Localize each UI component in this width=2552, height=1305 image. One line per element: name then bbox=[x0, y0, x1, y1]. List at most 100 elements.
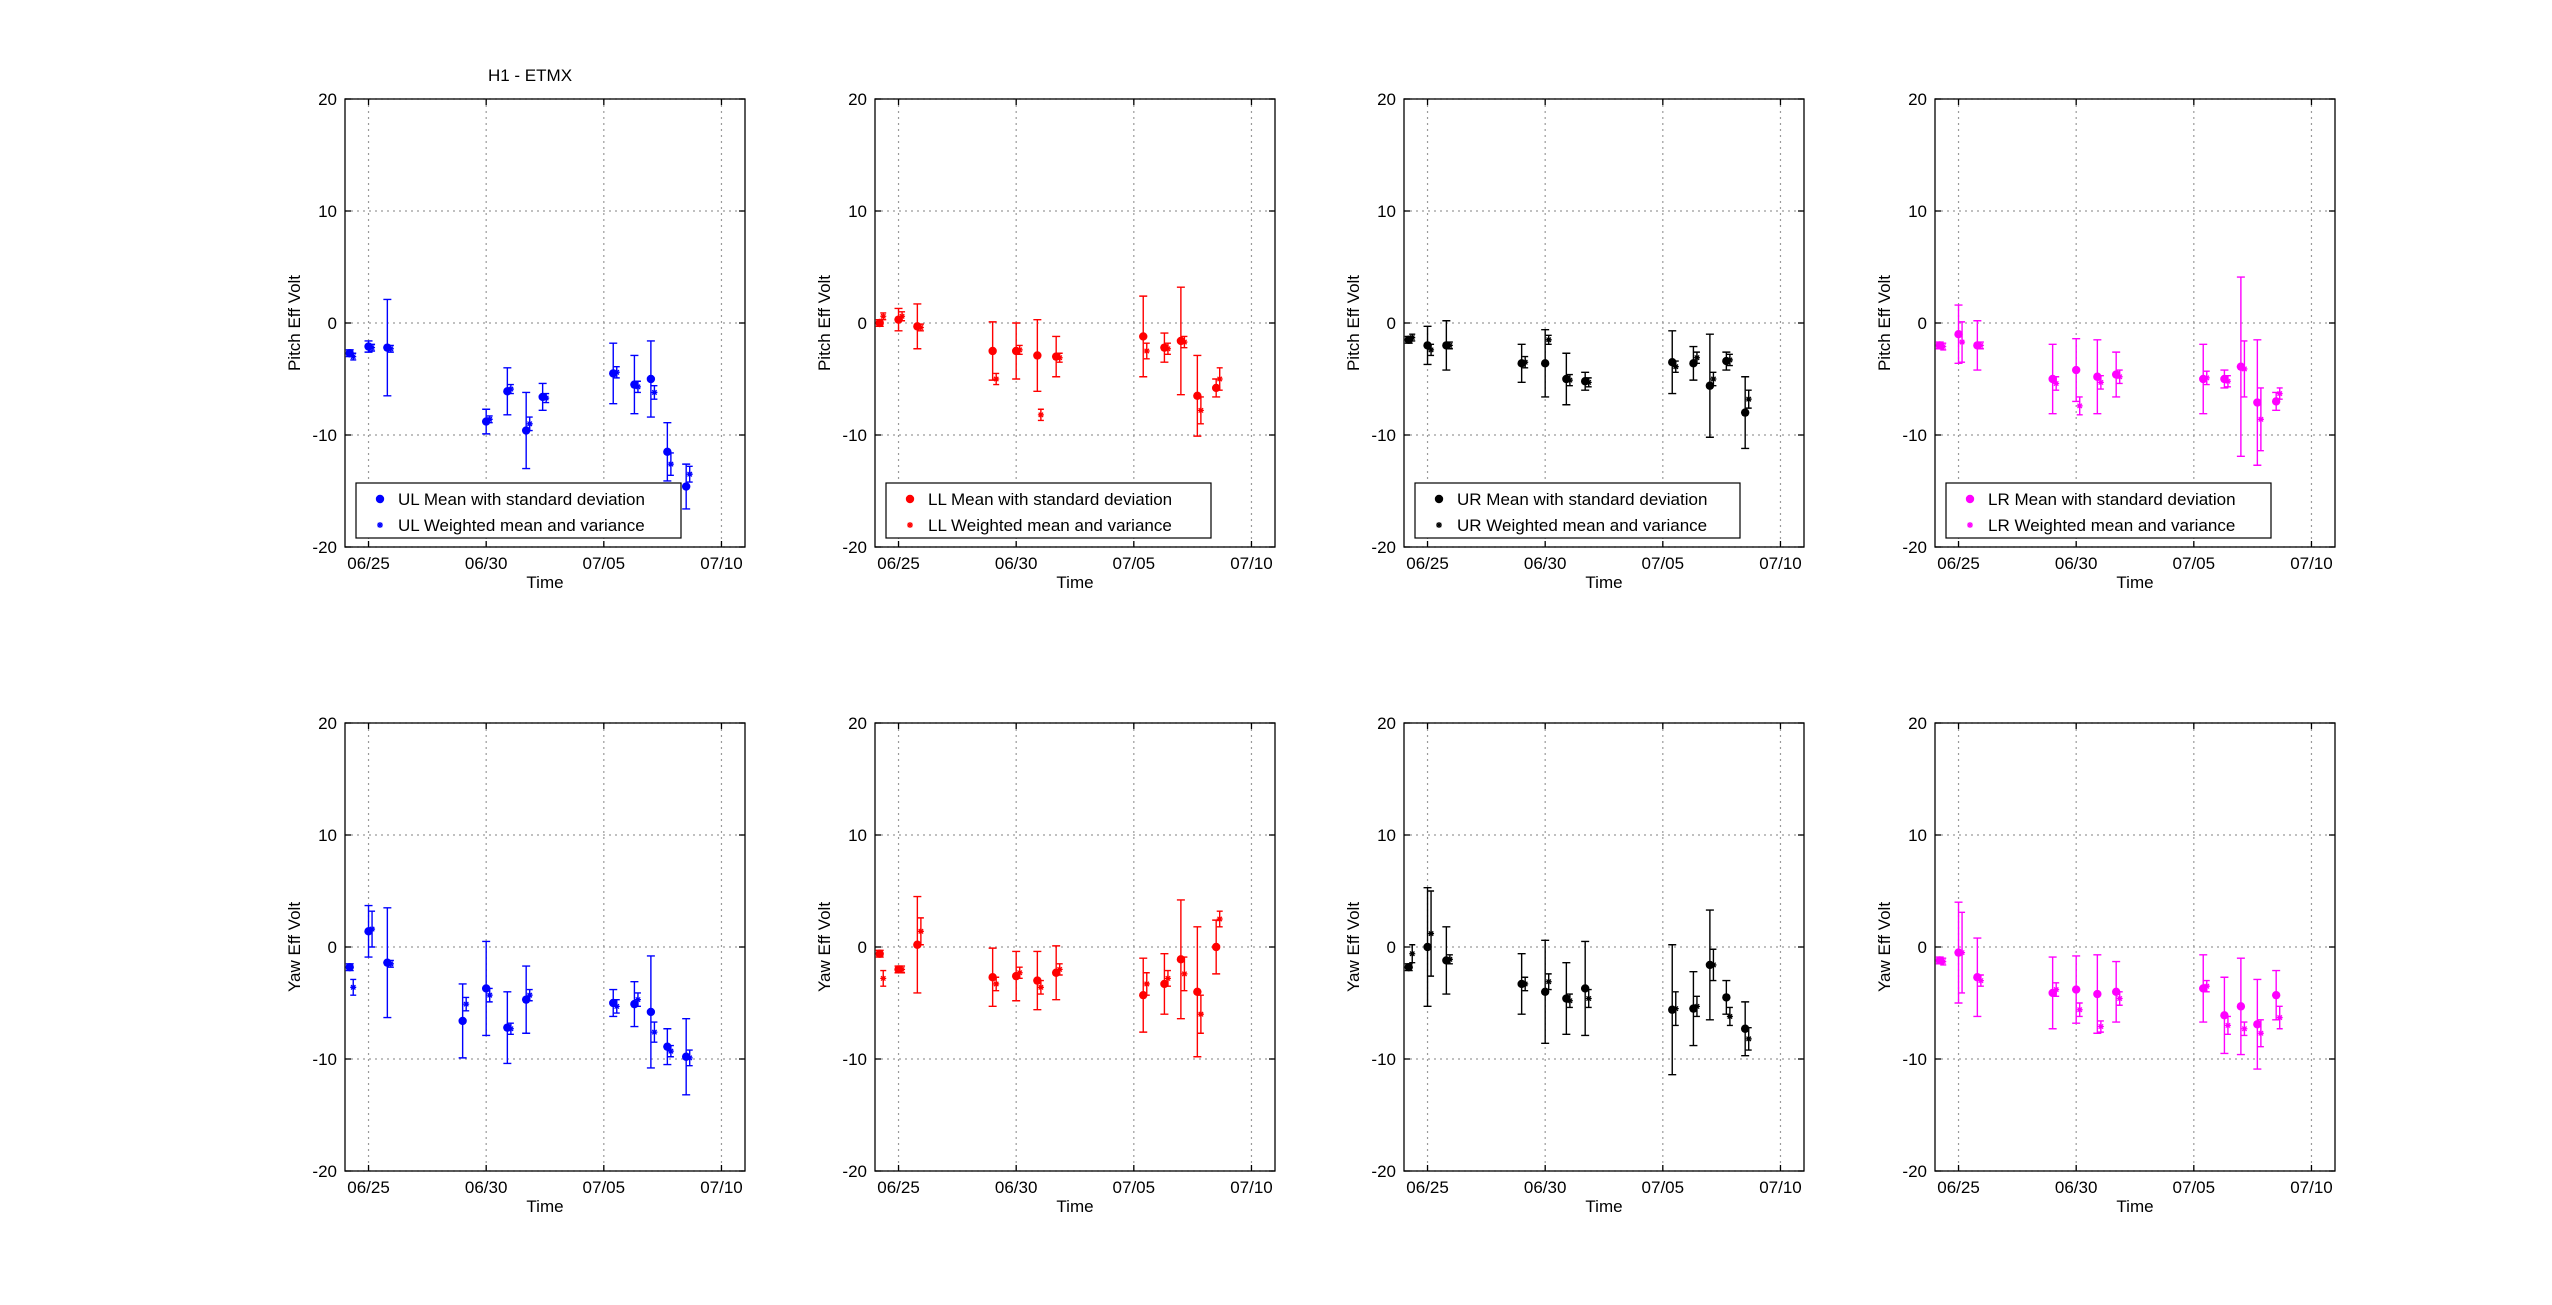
data-point bbox=[350, 353, 357, 360]
x-tick-label: 07/10 bbox=[2290, 554, 2333, 573]
data-point bbox=[686, 1054, 693, 1061]
data-point bbox=[1522, 980, 1529, 987]
data-point bbox=[651, 389, 658, 396]
data-point bbox=[663, 447, 672, 456]
legend-marker bbox=[377, 522, 383, 528]
legend-entry: LL Mean with standard deviation bbox=[928, 490, 1172, 509]
data-point bbox=[1566, 997, 1573, 1004]
data-point bbox=[1037, 411, 1044, 418]
chart-panel-UR-yaw: -20 -10 0 10 20 06/25 06/30 07/05 07/10 Time Yaw E… bbox=[1344, 714, 1805, 1216]
y-tick-label: 0 bbox=[1918, 314, 1927, 333]
x-tick-label: 06/30 bbox=[2055, 554, 2098, 573]
series-mean-std bbox=[345, 904, 691, 1096]
data-point bbox=[1056, 354, 1063, 361]
y-tick-label: 0 bbox=[328, 314, 337, 333]
y-tick-label: 10 bbox=[848, 202, 867, 221]
series-mean-std bbox=[875, 895, 1221, 1058]
y-axis-label: Yaw Eff Volt bbox=[1344, 902, 1363, 992]
x-axis-label: Time bbox=[1056, 573, 1093, 592]
data-point bbox=[988, 973, 997, 982]
series-mean-std bbox=[1404, 320, 1750, 450]
data-point bbox=[1545, 336, 1552, 343]
data-point bbox=[1726, 356, 1733, 363]
data-point bbox=[1710, 376, 1717, 382]
chart-panel-LL-yaw: -20 -10 0 10 20 06/25 06/30 07/05 07/10 Time Yaw E… bbox=[815, 714, 1276, 1216]
series-weighted-mean bbox=[1409, 890, 1752, 1051]
x-tick-label: 07/05 bbox=[1113, 1178, 1156, 1197]
x-tick-label: 06/30 bbox=[2055, 1178, 2098, 1197]
x-tick-label: 06/25 bbox=[1406, 554, 1449, 573]
data-point bbox=[1423, 341, 1432, 350]
legend-box bbox=[885, 482, 1212, 539]
legend-marker bbox=[375, 494, 385, 504]
x-tick-label: 07/10 bbox=[1230, 554, 1273, 573]
data-point bbox=[1164, 975, 1171, 982]
data-point bbox=[2224, 1022, 2231, 1029]
y-tick-label: -10 bbox=[1371, 1050, 1396, 1069]
x-axis-label: Time bbox=[526, 1197, 563, 1216]
data-point bbox=[1585, 379, 1592, 386]
data-point bbox=[2236, 1002, 2246, 1011]
data-point bbox=[2241, 1025, 2248, 1032]
x-tick-label: 06/25 bbox=[347, 1178, 390, 1197]
data-point bbox=[369, 344, 376, 351]
y-axis-label: Pitch Eff Volt bbox=[815, 275, 834, 371]
data-point bbox=[521, 426, 531, 435]
x-tick-label: 07/10 bbox=[1759, 554, 1802, 573]
legend-entry: UR Mean with standard deviation bbox=[1457, 490, 1707, 509]
data-point bbox=[613, 369, 620, 376]
x-axis-label: Time bbox=[1585, 1197, 1622, 1216]
data-point bbox=[1037, 984, 1044, 991]
data-point bbox=[2257, 1030, 2264, 1037]
data-point bbox=[1423, 942, 1432, 952]
data-point bbox=[1428, 930, 1435, 937]
x-tick-label: 06/30 bbox=[1524, 1178, 1567, 1197]
data-point bbox=[1672, 363, 1679, 370]
x-tick-label: 07/05 bbox=[2173, 554, 2216, 573]
data-point bbox=[1193, 987, 1202, 996]
x-axis-label: Time bbox=[1056, 1197, 1093, 1216]
x-tick-label: 06/25 bbox=[1406, 1178, 1449, 1197]
data-point bbox=[1193, 391, 1202, 400]
x-tick-label: 07/05 bbox=[2173, 1178, 2216, 1197]
x-tick-label: 07/05 bbox=[1642, 554, 1685, 573]
data-point bbox=[463, 1001, 470, 1008]
data-point bbox=[1726, 1013, 1733, 1020]
chart-panel-UL-yaw: -20 -10 0 10 20 06/25 06/30 07/05 07/10 Time Yaw E… bbox=[285, 714, 746, 1216]
data-point bbox=[913, 940, 922, 949]
data-point bbox=[1143, 980, 1150, 987]
data-point bbox=[526, 992, 533, 999]
data-point bbox=[2053, 380, 2060, 387]
data-point bbox=[2097, 379, 2104, 386]
y-tick-label: -10 bbox=[1902, 426, 1927, 445]
data-point bbox=[993, 376, 1000, 382]
data-point bbox=[1522, 359, 1529, 366]
y-tick-label: 0 bbox=[858, 938, 867, 957]
x-tick-label: 07/10 bbox=[1230, 1178, 1273, 1197]
data-point bbox=[2111, 987, 2121, 996]
data-point bbox=[1722, 993, 1731, 1002]
data-point bbox=[1404, 962, 1413, 972]
series-weighted-mean bbox=[1940, 911, 2283, 1048]
series-weighted-mean bbox=[880, 910, 1223, 1034]
data-point bbox=[1446, 956, 1453, 963]
legend-entry: LR Weighted mean and variance bbox=[1988, 516, 2235, 535]
y-tick-label: -20 bbox=[1371, 1162, 1396, 1181]
data-point bbox=[651, 1029, 658, 1036]
data-point bbox=[1940, 343, 1947, 350]
x-tick-label: 07/05 bbox=[583, 554, 626, 573]
legend: UL Mean with standard deviation UL Weight… bbox=[355, 482, 682, 539]
data-point bbox=[2224, 378, 2231, 385]
data-point bbox=[917, 928, 924, 935]
series-weighted-mean bbox=[1409, 333, 1752, 409]
x-tick-label: 07/05 bbox=[583, 1178, 626, 1197]
series-mean-std bbox=[1935, 276, 2281, 466]
data-point bbox=[1977, 342, 1984, 349]
x-tick-label: 06/25 bbox=[1937, 1178, 1980, 1197]
x-tick-label: 06/30 bbox=[995, 1178, 1038, 1197]
data-point bbox=[681, 482, 691, 491]
data-point bbox=[2203, 374, 2210, 381]
y-tick-label: 10 bbox=[1377, 826, 1396, 845]
x-tick-label: 06/25 bbox=[877, 554, 920, 573]
